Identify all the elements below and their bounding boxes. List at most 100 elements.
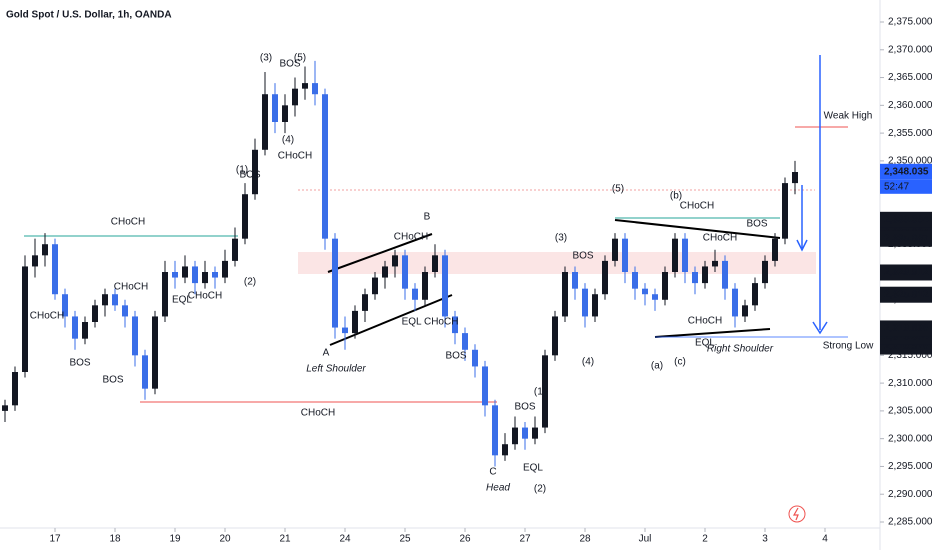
annotation: EQL CHoCH bbox=[402, 317, 459, 328]
candle-body bbox=[282, 105, 288, 122]
annotation: (5) bbox=[294, 53, 306, 64]
annotation: (4) bbox=[582, 357, 594, 368]
price-label: 2,319.838 bbox=[884, 323, 929, 334]
candle-body bbox=[432, 255, 438, 272]
x-tick-label: 17 bbox=[49, 534, 61, 545]
price-label: 2,329.912 bbox=[884, 267, 929, 278]
price-label: 2,339.394 bbox=[884, 214, 929, 225]
annotation: BOS bbox=[445, 351, 466, 362]
x-tick-label: 24 bbox=[339, 534, 351, 545]
candle-body bbox=[372, 277, 378, 295]
candle-body bbox=[642, 288, 648, 295]
candle-body bbox=[182, 266, 188, 278]
x-tick-label: 20 bbox=[219, 534, 231, 545]
candle-body bbox=[542, 355, 548, 428]
price-label-box bbox=[880, 211, 932, 228]
countdown: 52:47 bbox=[884, 181, 909, 192]
annotation: (2) bbox=[534, 484, 546, 495]
candle-body bbox=[692, 272, 698, 284]
candle-body bbox=[622, 238, 628, 272]
y-tick-label: 2,315.000 bbox=[888, 350, 932, 361]
wedge-line bbox=[327, 233, 433, 273]
countdown-box bbox=[880, 179, 932, 194]
candle-body bbox=[492, 405, 498, 456]
candle-body bbox=[202, 272, 208, 284]
y-tick-label: 2,365.000 bbox=[888, 72, 932, 83]
annotation: (4) bbox=[282, 135, 294, 146]
price-label: 2,348.035 bbox=[884, 166, 929, 177]
candle-body bbox=[322, 94, 328, 239]
candle-body bbox=[392, 255, 398, 267]
annotation: CHoCH bbox=[301, 408, 335, 419]
price-label-box bbox=[880, 264, 932, 281]
annotation: Head bbox=[486, 483, 510, 494]
candle-body bbox=[72, 316, 78, 339]
annotation: BOS bbox=[746, 219, 767, 230]
candle-body bbox=[362, 294, 368, 311]
candle-body bbox=[342, 327, 348, 334]
candle-body bbox=[152, 316, 158, 389]
price-label: 2,325.912 bbox=[884, 289, 929, 300]
x-tick-label: 28 bbox=[579, 534, 591, 545]
candle-body bbox=[712, 260, 718, 267]
annotation: BOS bbox=[239, 170, 260, 181]
annotation: (1) bbox=[534, 387, 546, 398]
annotation: B bbox=[424, 212, 431, 223]
x-tick-label: 4 bbox=[822, 534, 828, 545]
neckline bbox=[654, 328, 771, 338]
y-tick-label: 2,310.000 bbox=[888, 378, 932, 389]
y-tick-label: 2,350.000 bbox=[888, 156, 932, 167]
candle-body bbox=[292, 88, 298, 106]
y-tick-label: 2,375.000 bbox=[888, 17, 932, 28]
annotation: CHoCH bbox=[278, 151, 312, 162]
x-tick-label: 25 bbox=[399, 534, 411, 545]
candle-body bbox=[472, 349, 478, 367]
candle-body bbox=[132, 316, 138, 356]
annotation: (c) bbox=[674, 357, 686, 368]
neckline bbox=[614, 219, 781, 239]
candle-body bbox=[752, 283, 758, 306]
candle-body bbox=[102, 294, 108, 306]
candle-body bbox=[192, 266, 198, 284]
price-label-box bbox=[880, 286, 932, 303]
annotation: (1) bbox=[236, 165, 248, 176]
candle-body bbox=[382, 266, 388, 278]
annotation: EQL bbox=[695, 338, 715, 349]
candle-body bbox=[22, 266, 28, 372]
alert-icon[interactable] bbox=[788, 505, 806, 523]
candle-body bbox=[422, 272, 428, 300]
alert-icon-bolt bbox=[792, 507, 799, 521]
candle-body bbox=[12, 372, 18, 406]
annotation: CHoCH bbox=[688, 316, 722, 327]
annotation: (2) bbox=[244, 277, 256, 288]
annotation: (a) bbox=[651, 361, 663, 372]
candle-body bbox=[92, 305, 98, 322]
y-tick-label: 2,300.000 bbox=[888, 433, 932, 444]
annotation: Strong Low bbox=[823, 341, 874, 352]
annotation: BOS bbox=[572, 251, 593, 262]
x-tick-label: 27 bbox=[519, 534, 531, 545]
x-tick-label: 21 bbox=[279, 534, 291, 545]
candle-body bbox=[312, 83, 318, 95]
price-label-box bbox=[880, 163, 932, 180]
candle-body bbox=[792, 172, 798, 184]
candle-body bbox=[2, 405, 8, 411]
candle-body bbox=[722, 260, 728, 289]
annotation: A bbox=[323, 348, 330, 359]
candle-body bbox=[482, 366, 488, 406]
candle-body bbox=[402, 255, 408, 289]
x-tick-label: Jul bbox=[639, 534, 652, 545]
candle-body bbox=[52, 244, 58, 295]
annotation: CHoCH bbox=[188, 291, 222, 302]
candle-body bbox=[652, 294, 658, 300]
candle-body bbox=[572, 272, 578, 289]
candle-body bbox=[62, 294, 68, 317]
annotation: CHoCH bbox=[111, 217, 145, 228]
candle-body bbox=[272, 94, 278, 122]
wedge-line bbox=[329, 294, 453, 346]
y-tick-label: 2,360.000 bbox=[888, 100, 932, 111]
annotation: BOS bbox=[279, 59, 300, 70]
candle-body bbox=[562, 272, 568, 317]
candle-body bbox=[252, 149, 258, 195]
